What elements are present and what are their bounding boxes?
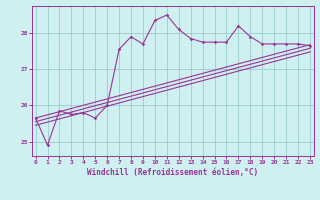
X-axis label: Windchill (Refroidissement éolien,°C): Windchill (Refroidissement éolien,°C) xyxy=(87,168,258,177)
